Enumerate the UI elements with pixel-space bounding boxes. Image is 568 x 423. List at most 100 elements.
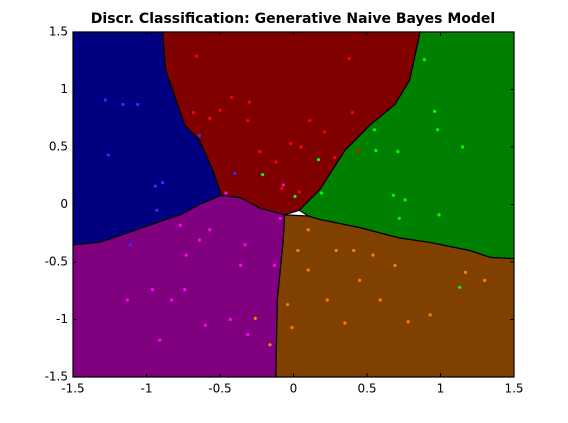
data-point <box>356 148 360 153</box>
y-tick-label: 0 <box>60 197 68 211</box>
data-point <box>397 216 401 220</box>
data-point <box>128 243 132 247</box>
data-point <box>274 160 278 164</box>
data-point <box>253 316 257 320</box>
y-tick-label: 0.5 <box>49 140 68 154</box>
x-tick-label: -1 <box>141 382 153 396</box>
y-tick-label: 1 <box>60 82 68 96</box>
points <box>103 54 487 347</box>
data-point <box>290 325 294 330</box>
chart-title: Discr. Classification: Generative Naive … <box>91 11 495 27</box>
x-tick-label: -0.5 <box>208 382 231 396</box>
data-point <box>218 108 222 112</box>
data-point <box>308 118 312 123</box>
data-point <box>208 116 212 120</box>
data-point <box>203 323 207 327</box>
data-point <box>246 332 250 337</box>
data-point <box>319 191 324 195</box>
data-point <box>238 263 243 268</box>
data-point <box>224 191 228 195</box>
data-point <box>208 228 212 232</box>
data-point <box>403 198 407 202</box>
data-point <box>286 302 290 307</box>
data-point <box>428 313 432 317</box>
data-point <box>197 133 202 138</box>
data-point <box>433 109 437 113</box>
y-tick-label: 1.5 <box>49 25 68 39</box>
decision-region <box>298 31 515 260</box>
data-point <box>268 343 272 347</box>
data-point <box>191 110 196 115</box>
data-point <box>184 253 188 257</box>
data-point <box>371 253 375 257</box>
data-point <box>343 321 347 325</box>
axes: -1.5 -1 -0.5 0 0.5 1 1.5 -1.5 -1 -0.5 0 0.5 1 1.5 <box>45 25 524 396</box>
y-tick-label: -0.5 <box>45 255 68 269</box>
data-point <box>378 298 382 302</box>
data-point <box>333 155 337 159</box>
data-point <box>325 298 329 302</box>
data-point <box>372 128 376 132</box>
y-tick-label: -1.5 <box>45 370 68 384</box>
data-point <box>243 243 247 247</box>
data-point <box>247 100 251 104</box>
data-point <box>374 148 378 153</box>
data-point <box>422 58 426 62</box>
data-point <box>288 141 293 146</box>
data-point <box>194 54 199 58</box>
x-tick-label: 0 <box>290 382 298 396</box>
data-point <box>233 171 237 176</box>
data-point <box>183 288 187 292</box>
data-point <box>358 278 362 282</box>
data-point <box>280 186 284 190</box>
data-point <box>322 130 326 134</box>
data-point <box>293 194 297 199</box>
data-point <box>391 193 396 197</box>
data-point <box>483 278 487 282</box>
data-point <box>155 208 159 212</box>
data-point <box>169 298 174 302</box>
data-point <box>460 145 465 149</box>
data-point <box>316 158 321 162</box>
data-point <box>393 263 397 268</box>
y-tick-label: -1 <box>56 312 68 326</box>
data-point <box>158 338 162 342</box>
data-point <box>334 248 338 253</box>
data-point <box>136 102 140 107</box>
data-point <box>458 285 462 289</box>
x-tick-label: 0.5 <box>357 382 376 396</box>
data-point <box>106 153 110 157</box>
data-point <box>178 223 182 227</box>
x-tick-label: 1 <box>437 382 445 396</box>
data-point <box>306 268 310 272</box>
data-point <box>228 317 232 322</box>
data-point <box>121 102 125 107</box>
data-point <box>230 95 234 100</box>
data-point <box>406 320 410 324</box>
data-point <box>437 213 441 217</box>
data-point <box>297 190 301 194</box>
data-point <box>261 173 265 177</box>
data-point <box>352 248 356 253</box>
data-point <box>246 118 250 123</box>
data-point <box>281 183 285 187</box>
data-point <box>150 288 154 292</box>
data-point <box>278 216 282 220</box>
data-point <box>125 298 129 302</box>
data-point <box>103 98 107 102</box>
x-tick-label: 1.5 <box>504 382 523 396</box>
data-point <box>161 181 165 185</box>
data-point <box>296 248 300 253</box>
data-point <box>306 228 310 232</box>
data-point <box>153 184 157 188</box>
data-point <box>272 263 276 268</box>
data-point <box>197 238 202 242</box>
data-point <box>347 56 351 61</box>
data-point <box>299 145 303 149</box>
regions <box>72 31 515 378</box>
data-point <box>350 110 354 115</box>
data-point <box>463 270 468 274</box>
x-tick-label: -1.5 <box>61 382 84 396</box>
